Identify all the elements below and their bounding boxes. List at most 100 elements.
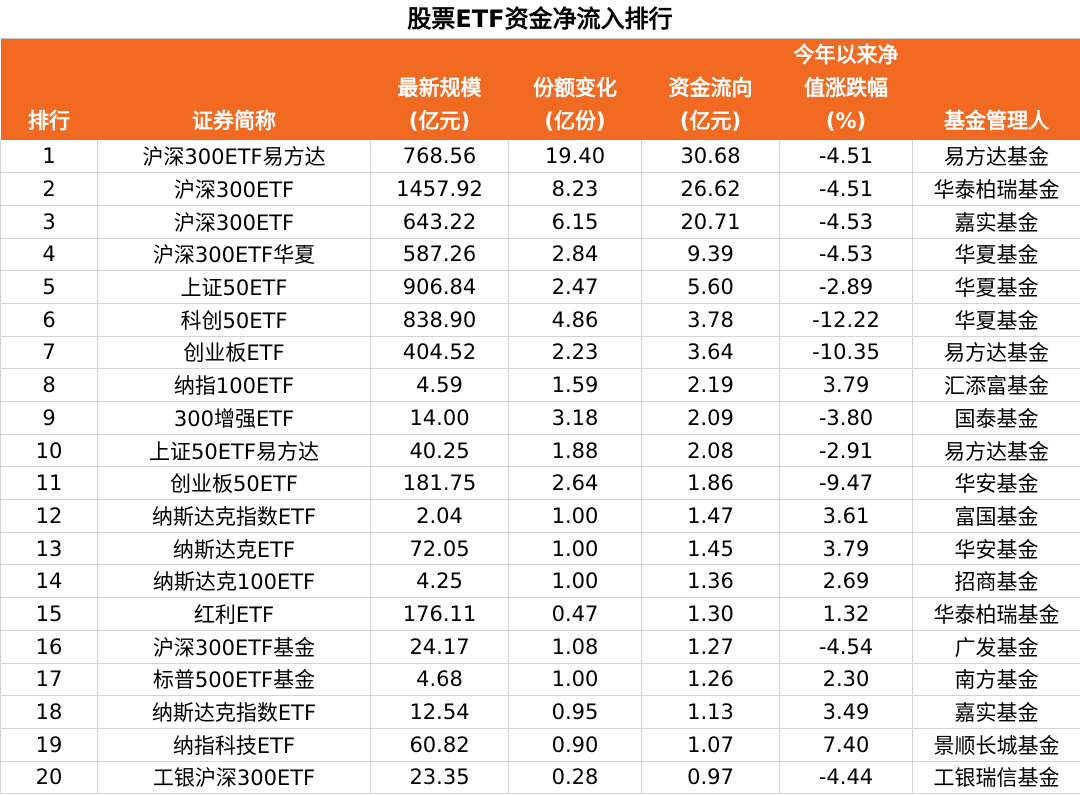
header-fund-flow: 资金流向 (亿元) bbox=[641, 39, 780, 140]
fund-flow-cell: 1.26 bbox=[641, 663, 780, 697]
share-change-cell: 1.08 bbox=[508, 630, 642, 664]
rank-cell: 4 bbox=[0, 238, 98, 272]
table-row: 4 沪深300ETF华夏 587.26 2.84 9.39 -4.53 华夏基金 bbox=[0, 238, 1080, 272]
table-row: 5 上证50ETF 906.84 2.47 5.60 -2.89 华夏基金 bbox=[0, 270, 1080, 304]
security-name-cell: 沪深300ETF bbox=[97, 172, 371, 206]
share-change-cell: 0.90 bbox=[508, 728, 642, 762]
fund-flow-cell: 9.39 bbox=[641, 238, 780, 272]
share-change-cell: 19.40 bbox=[508, 140, 642, 174]
fund-manager-cell: 华安基金 bbox=[912, 532, 1080, 566]
fund-flow-cell: 20.71 bbox=[641, 205, 780, 239]
latest-scale-cell: 1457.92 bbox=[370, 172, 509, 206]
header-line: (%) bbox=[825, 109, 867, 133]
share-change-cell: 2.84 bbox=[508, 238, 642, 272]
fund-manager-cell: 富国基金 bbox=[912, 499, 1080, 533]
header-line: (亿元) bbox=[408, 109, 471, 133]
rank-cell: 17 bbox=[0, 663, 98, 697]
security-name-cell: 纳斯达克ETF bbox=[97, 532, 371, 566]
latest-scale-cell: 176.11 bbox=[370, 597, 509, 631]
header-rank: 排行 bbox=[0, 39, 98, 140]
header-line: (亿元) bbox=[679, 109, 742, 133]
latest-scale-cell: 906.84 bbox=[370, 270, 509, 304]
share-change-cell: 2.47 bbox=[508, 270, 642, 304]
rank-cell: 11 bbox=[0, 466, 98, 501]
rank-cell: 18 bbox=[0, 695, 98, 729]
fund-manager-cell: 易方达基金 bbox=[912, 336, 1080, 370]
security-name-cell: 沪深300ETF华夏 bbox=[97, 238, 371, 272]
fund-flow-cell: 2.08 bbox=[641, 434, 780, 468]
security-name-cell: 上证50ETF易方达 bbox=[97, 434, 371, 468]
security-name-cell: 科创50ETF bbox=[97, 303, 371, 337]
share-change-cell: 1.00 bbox=[508, 499, 642, 533]
security-name-cell: 沪深300ETF bbox=[97, 205, 371, 239]
rank-cell: 1 bbox=[0, 140, 98, 174]
security-name-cell: 纳斯达克100ETF bbox=[97, 564, 371, 599]
header-line: (亿份) bbox=[544, 109, 606, 133]
share-change-cell: 3.18 bbox=[508, 401, 642, 435]
latest-scale-cell: 60.82 bbox=[370, 728, 509, 762]
ytd-change-cell: -4.53 bbox=[779, 205, 913, 239]
fund-manager-cell: 易方达基金 bbox=[912, 434, 1080, 468]
ytd-change-cell: -9.47 bbox=[779, 466, 913, 501]
header-ytd-change: 今年以来净 值涨跌幅 (%) bbox=[779, 39, 913, 140]
header-line: 证券简称 bbox=[192, 109, 276, 133]
fund-manager-cell: 华泰柏瑞基金 bbox=[912, 172, 1080, 206]
ytd-change-cell: 2.30 bbox=[779, 663, 913, 697]
table-row: 1 沪深300ETF易方达 768.56 19.40 30.68 -4.51 易方达基金 bbox=[0, 140, 1080, 174]
latest-scale-cell: 838.90 bbox=[370, 303, 509, 337]
rank-cell: 5 bbox=[0, 270, 98, 304]
latest-scale-cell: 4.68 bbox=[370, 663, 509, 697]
latest-scale-cell: 12.54 bbox=[370, 695, 509, 729]
latest-scale-cell: 768.56 bbox=[370, 140, 509, 174]
ytd-change-cell: -2.89 bbox=[779, 270, 913, 304]
latest-scale-cell: 4.59 bbox=[370, 368, 509, 402]
latest-scale-cell: 4.25 bbox=[370, 564, 509, 599]
share-change-cell: 2.23 bbox=[508, 336, 642, 370]
security-name-cell: 沪深300ETF易方达 bbox=[97, 140, 371, 174]
table-row: 7 创业板ETF 404.52 2.23 3.64 -10.35 易方达基金 bbox=[0, 336, 1080, 370]
fund-flow-cell: 1.07 bbox=[641, 728, 780, 762]
header-line: 今年以来净 bbox=[793, 43, 899, 67]
rank-cell: 9 bbox=[0, 401, 98, 435]
rank-cell: 19 bbox=[0, 728, 98, 762]
fund-flow-cell: 0.97 bbox=[641, 761, 780, 795]
rank-cell: 8 bbox=[0, 368, 98, 402]
table-row: 10 上证50ETF易方达 40.25 1.88 2.08 -2.91 易方达基金 bbox=[0, 434, 1080, 468]
fund-manager-cell: 易方达基金 bbox=[912, 140, 1080, 174]
etf-flow-table: 排行 证券简称 最新规模 (亿元) 份额变化 (亿份) 资金流向 (亿元) bbox=[0, 39, 1080, 795]
header-row: 排行 证券简称 最新规模 (亿元) 份额变化 (亿份) 资金流向 (亿元) bbox=[0, 39, 1080, 140]
rank-cell: 6 bbox=[0, 303, 98, 337]
table-body: 1 沪深300ETF易方达 768.56 19.40 30.68 -4.51 易方达基金 2 沪… bbox=[0, 140, 1080, 795]
share-change-cell: 1.00 bbox=[508, 532, 642, 566]
fund-flow-cell: 1.30 bbox=[641, 597, 780, 631]
share-change-cell: 2.64 bbox=[508, 466, 642, 501]
table-row: 8 纳指100ETF 4.59 1.59 2.19 3.79 汇添富基金 bbox=[0, 368, 1080, 402]
rank-cell: 2 bbox=[0, 172, 98, 206]
table-row: 13 纳斯达克ETF 72.05 1.00 1.45 3.79 华安基金 bbox=[0, 532, 1080, 566]
header-latest-scale: 最新规模 (亿元) bbox=[370, 39, 509, 140]
security-name-cell: 红利ETF bbox=[97, 597, 371, 631]
share-change-cell: 4.86 bbox=[508, 303, 642, 337]
table-row: 9 300增强ETF 14.00 3.18 2.09 -3.80 国泰基金 bbox=[0, 401, 1080, 435]
fund-manager-cell: 广发基金 bbox=[912, 630, 1080, 664]
latest-scale-cell: 40.25 bbox=[370, 434, 509, 468]
fund-manager-cell: 华安基金 bbox=[912, 466, 1080, 501]
rank-cell: 16 bbox=[0, 630, 98, 664]
share-change-cell: 0.47 bbox=[508, 597, 642, 631]
ytd-change-cell: 3.79 bbox=[779, 532, 913, 566]
security-name-cell: 纳斯达克指数ETF bbox=[97, 499, 371, 533]
table-row: 12 纳斯达克指数ETF 2.04 1.00 1.47 3.61 富国基金 bbox=[0, 499, 1080, 533]
security-name-cell: 上证50ETF bbox=[97, 270, 371, 304]
security-name-cell: 纳指科技ETF bbox=[97, 728, 371, 762]
table-row: 6 科创50ETF 838.90 4.86 3.78 -12.22 华夏基金 bbox=[0, 303, 1080, 337]
table-row: 15 红利ETF 176.11 0.47 1.30 1.32 华泰柏瑞基金 bbox=[0, 597, 1080, 631]
share-change-cell: 0.95 bbox=[508, 695, 642, 729]
latest-scale-cell: 181.75 bbox=[370, 466, 509, 501]
security-name-cell: 纳指100ETF bbox=[97, 368, 371, 402]
rank-cell: 12 bbox=[0, 499, 98, 533]
ytd-change-cell: 1.32 bbox=[779, 597, 913, 631]
rank-cell: 15 bbox=[0, 597, 98, 631]
share-change-cell: 1.59 bbox=[508, 368, 642, 402]
security-name-cell: 纳斯达克指数ETF bbox=[97, 695, 371, 729]
fund-manager-cell: 嘉实基金 bbox=[912, 205, 1080, 239]
